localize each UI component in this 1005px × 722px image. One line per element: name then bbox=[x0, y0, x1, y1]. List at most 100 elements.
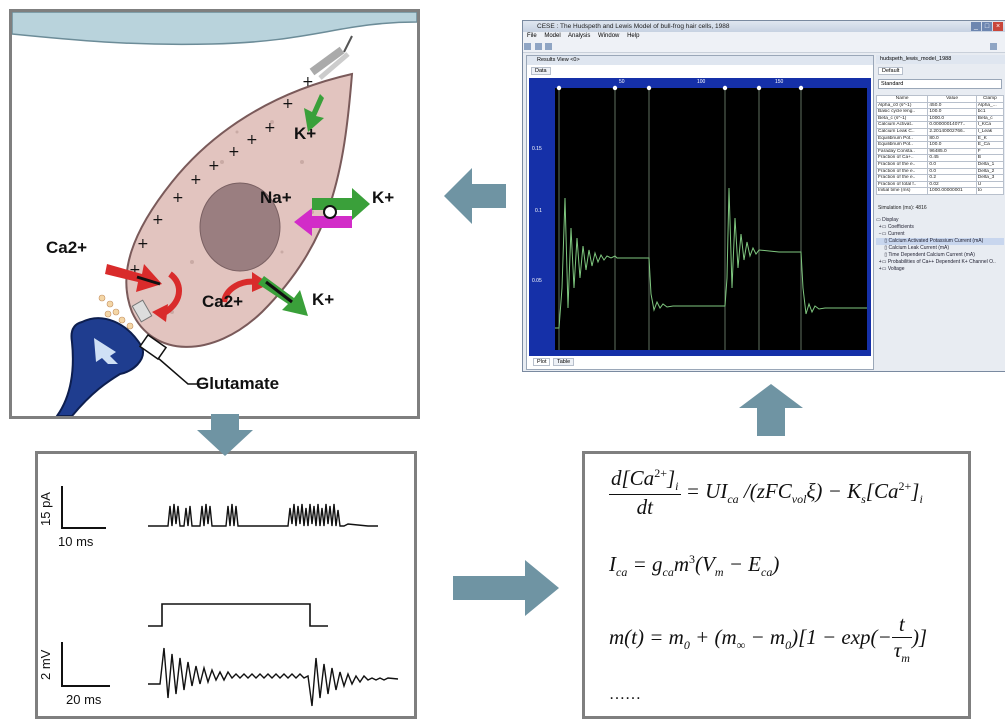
tab-plot[interactable]: Plot bbox=[533, 358, 551, 366]
prop-value[interactable]: 1000.00000001 bbox=[927, 187, 977, 195]
na-arrow bbox=[294, 208, 352, 236]
prop-clamp: E_K bbox=[975, 134, 1005, 143]
window-titlebar: CESE : The Hudspeth and Lewis Model of b… bbox=[523, 21, 1005, 32]
svg-text:+: + bbox=[137, 236, 149, 252]
table-row[interactable]: Fraction of the e.. 0.2 Delta_3 bbox=[875, 174, 1005, 182]
table-row[interactable]: Fraction of the e.. 0.0 Delta_1 bbox=[875, 160, 1005, 169]
open-icon[interactable] bbox=[534, 43, 542, 50]
table-row[interactable]: Faraday Consta.. 96485.0 F bbox=[875, 147, 1005, 156]
prop-name: Beta_c (s^-1) bbox=[875, 114, 929, 123]
table-row[interactable]: Basic cycle leng.. 100.0 bc1 bbox=[875, 108, 1005, 116]
tree-item-time-dependent[interactable]: ▯ Time Dependent Calcium Current (mA) bbox=[876, 252, 975, 258]
simulated-trace bbox=[555, 187, 867, 329]
prop-value[interactable]: 2.20140002766.. bbox=[927, 127, 977, 136]
ca-arrow-left bbox=[105, 264, 162, 292]
table-row[interactable]: Equilibrium Pot.. 80.0 E_K bbox=[875, 134, 1005, 143]
prop-value[interactable]: 0.2 bbox=[927, 174, 977, 182]
menu-help[interactable]: Help bbox=[627, 33, 640, 39]
tree-item-display[interactable]: ▭ Display bbox=[876, 217, 899, 223]
maximize-button[interactable]: □ bbox=[982, 22, 992, 31]
arrow-left-icon bbox=[444, 168, 506, 224]
k-arrow-right bbox=[312, 188, 370, 220]
y-tick-005: 0.05 bbox=[532, 278, 542, 284]
equation-calcium-current: Ica = gcam3(Vm − Eca) bbox=[609, 552, 780, 580]
tree-item-calcium-leak[interactable]: ▯ Calcium Leak Current (mA) bbox=[876, 245, 950, 251]
menu-model[interactable]: Model bbox=[544, 33, 561, 39]
svg-text:+: + bbox=[208, 158, 220, 174]
equation-ellipsis: …… bbox=[609, 686, 641, 703]
prop-value[interactable]: 0.02 bbox=[927, 180, 977, 189]
output-tree: ▭ Display +▭ Coefficients −▭ Current ▯ C… bbox=[876, 217, 1004, 273]
prop-value[interactable]: 96485.0 bbox=[927, 147, 977, 156]
prop-value[interactable]: 0.45 bbox=[927, 154, 977, 162]
tab-default[interactable]: Default bbox=[878, 67, 904, 75]
tree-item-probabilities[interactable]: +▭ Probabilities of Ca++ Dependent K+ Ch… bbox=[876, 259, 996, 265]
svg-text:+: + bbox=[172, 190, 184, 206]
glutamate-label: Glutamate bbox=[196, 374, 280, 393]
stimulus-step bbox=[148, 603, 328, 627]
prop-value[interactable]: 100.0 bbox=[927, 108, 977, 116]
prop-value[interactable]: 80.0 bbox=[927, 134, 977, 143]
prop-clamp: U bbox=[975, 180, 1005, 189]
current-trace bbox=[148, 503, 378, 527]
arrow-right-icon bbox=[453, 560, 559, 616]
nucleus bbox=[199, 182, 281, 272]
prop-name: Equilibrium Pot.. bbox=[875, 134, 929, 143]
prop-value[interactable]: 100.0 bbox=[927, 141, 977, 149]
menu-analysis[interactable]: Analysis bbox=[568, 33, 591, 39]
tree-item-current[interactable]: −▭ Current bbox=[876, 231, 905, 237]
prop-name: Calcium Activat.. bbox=[875, 121, 929, 129]
table-row[interactable]: Alpha_c0 (s^-1) 450.0 Alpha_... bbox=[875, 101, 1005, 110]
voltage-scale-bar bbox=[61, 642, 110, 687]
tree-item-voltage[interactable]: +▭ Voltage bbox=[876, 266, 905, 272]
tab-data[interactable]: Data bbox=[531, 67, 551, 75]
prop-name: Basic cycle leng.. bbox=[875, 108, 929, 116]
table-row[interactable]: Equilibrium Pot.. 100.0 E_Ca bbox=[875, 141, 1005, 149]
svg-text:+: + bbox=[152, 212, 164, 228]
table-row[interactable]: Initial time (ms) 1000.00000001 to bbox=[875, 187, 1005, 195]
table-header-row: Name Value Clamp bbox=[875, 95, 1005, 103]
run-icon[interactable] bbox=[990, 43, 997, 50]
table-row[interactable]: Calcium Leak C.. 2.20140002766.. I_Leak bbox=[875, 127, 1005, 136]
positive-charges: +++ +++ +++ ++ bbox=[129, 74, 314, 278]
tree-item-coefficients[interactable]: +▭ Coefficients bbox=[876, 224, 914, 230]
new-icon[interactable] bbox=[524, 43, 531, 50]
arrow-up-icon bbox=[739, 384, 803, 436]
table-row[interactable]: Fraction of Ca+.. 0.45 B bbox=[875, 154, 1005, 162]
prop-value[interactable]: 450.0 bbox=[927, 101, 977, 110]
table-row[interactable]: Calcium Activat.. 0.00000014077.. I_KCa bbox=[875, 121, 1005, 129]
menu-bar: File Model Analysis Window Help bbox=[523, 32, 1005, 41]
prop-name: Fraction of the e.. bbox=[875, 167, 929, 176]
standard-select[interactable]: Standard bbox=[878, 79, 1002, 89]
prop-clamp: bc1 bbox=[975, 108, 1005, 116]
close-button[interactable]: × bbox=[993, 22, 1003, 31]
prop-clamp: E_Ca bbox=[975, 141, 1005, 149]
prop-name: Alpha_c0 (s^-1) bbox=[875, 101, 929, 110]
current-scale-label: 15 pA bbox=[38, 492, 53, 526]
table-row[interactable]: Fraction of total f.. 0.02 U bbox=[875, 180, 1005, 189]
prop-value[interactable]: 0.00000014077.. bbox=[927, 121, 977, 129]
menu-file[interactable]: File bbox=[527, 33, 537, 39]
table-row[interactable]: Fraction of the e.. 0.0 Delta_2 bbox=[875, 167, 1005, 176]
ion-label-k-bottom: K+ bbox=[312, 290, 335, 309]
tab-table[interactable]: Table bbox=[553, 358, 575, 366]
tree-item-calcium-activated[interactable]: ▯ Calcium Activated Potassium Current (m… bbox=[876, 238, 1004, 245]
hair-cell-diagram-panel: + + + + + + + + + + + K bbox=[9, 9, 420, 419]
prop-name: Initial time (ms) bbox=[875, 187, 929, 195]
prop-value[interactable]: 0.0 bbox=[927, 167, 977, 176]
table-row[interactable]: Beta_c (s^-1) 1000.0 Beta_c bbox=[875, 114, 1005, 123]
prop-value[interactable]: 1000.0 bbox=[927, 114, 977, 123]
properties-table: Name Value Clamp Alpha_c0 (s^-1) 450.0 Alp… bbox=[875, 95, 1005, 195]
menu-window[interactable]: Window bbox=[598, 33, 620, 39]
model-panel-title[interactable]: hudspeth_lewis_model_1988 bbox=[876, 55, 1005, 64]
simulation-window: CESE : The Hudspeth and Lewis Model of b… bbox=[522, 20, 1005, 372]
minimize-button[interactable]: _ bbox=[971, 22, 981, 31]
prop-clamp: Beta_c bbox=[975, 114, 1005, 123]
window-title: CESE : The Hudspeth and Lewis Model of b… bbox=[537, 23, 730, 30]
prop-value[interactable]: 0.0 bbox=[927, 160, 977, 169]
current-scale-bar bbox=[61, 486, 106, 529]
plot-area: 50 100 150 0.15 0.1 0.05 bbox=[529, 78, 871, 356]
save-icon[interactable] bbox=[545, 43, 553, 50]
synaptic-ribbon bbox=[131, 299, 153, 323]
prop-clamp: to bbox=[975, 187, 1005, 195]
